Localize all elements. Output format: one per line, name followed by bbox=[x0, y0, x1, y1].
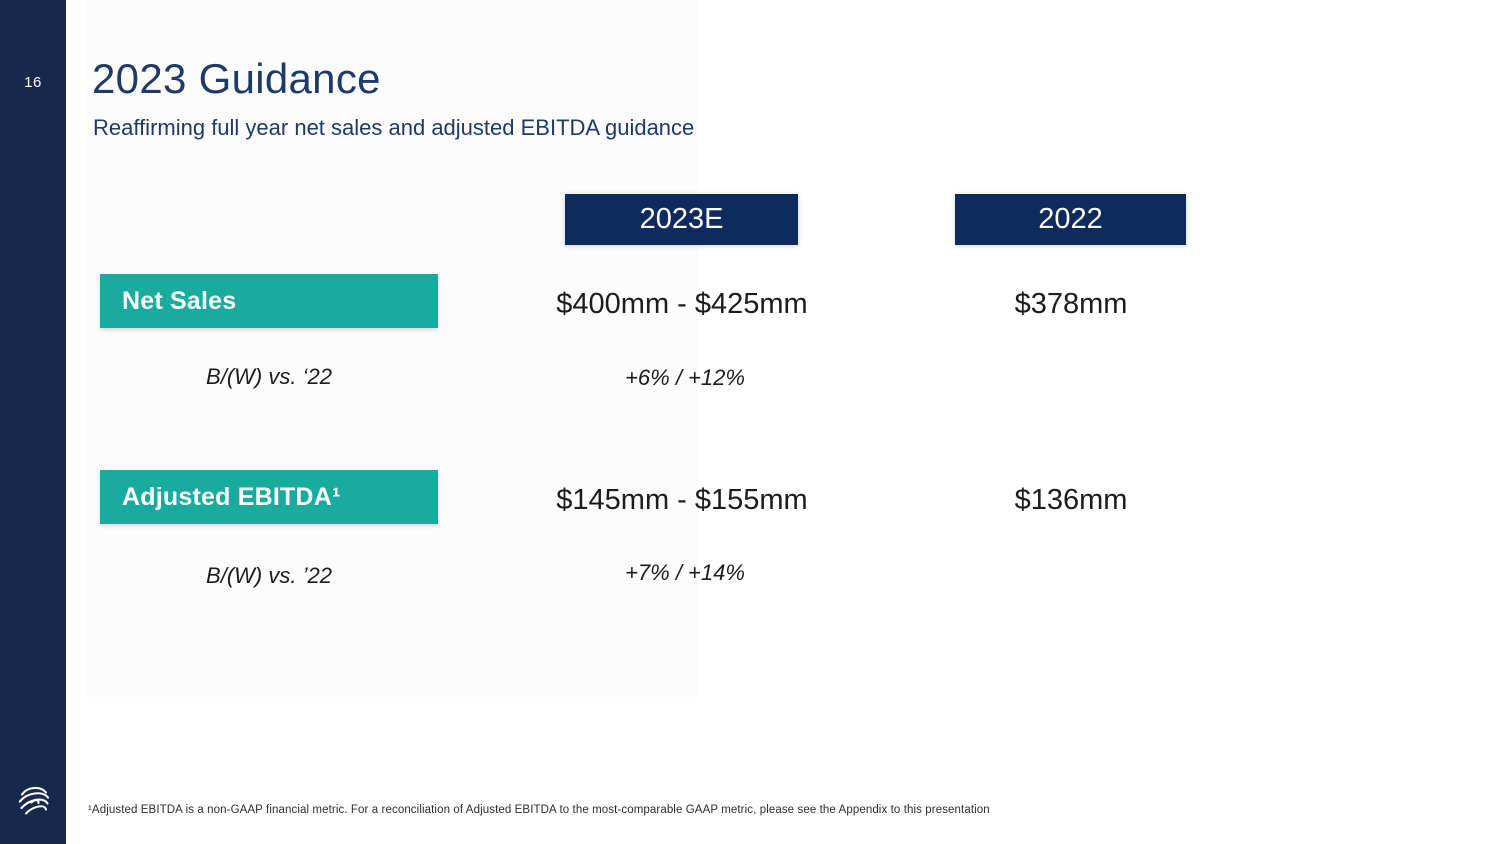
adjusted-ebitda-comparison-label: B/(W) vs. ’22 bbox=[206, 563, 332, 588]
background-band bbox=[85, 0, 698, 697]
page-number: 16 bbox=[24, 74, 42, 91]
page-subtitle: Reaffirming full year net sales and adju… bbox=[93, 115, 695, 140]
net-sales-2022-value: $378mm bbox=[1014, 288, 1128, 320]
company-swirl-logo-icon bbox=[15, 782, 53, 820]
metric-label-net-sales: Net Sales bbox=[100, 274, 438, 328]
metric-label-adjusted-ebitda: Adjusted EBITDA¹ bbox=[100, 470, 438, 524]
net-sales-comparison-label: B/(W) vs. ‘22 bbox=[206, 364, 332, 389]
page-title: 2023 Guidance bbox=[92, 55, 381, 102]
adjusted-ebitda-2022-value: $136mm bbox=[1014, 484, 1128, 516]
net-sales-2023e-value: $400mm - $425mm bbox=[556, 288, 808, 320]
net-sales-comparison-value: +6% / +12% bbox=[625, 365, 745, 390]
adjusted-ebitda-2023e-value: $145mm - $155mm bbox=[556, 484, 808, 516]
sidebar: 16 bbox=[0, 0, 66, 844]
footnote: ¹Adjusted EBITDA is a non-GAAP financial… bbox=[88, 804, 990, 816]
column-header-2022: 2022 bbox=[955, 194, 1186, 245]
adjusted-ebitda-comparison-value: +7% / +14% bbox=[625, 560, 745, 585]
column-header-2023e: 2023E bbox=[565, 194, 798, 245]
